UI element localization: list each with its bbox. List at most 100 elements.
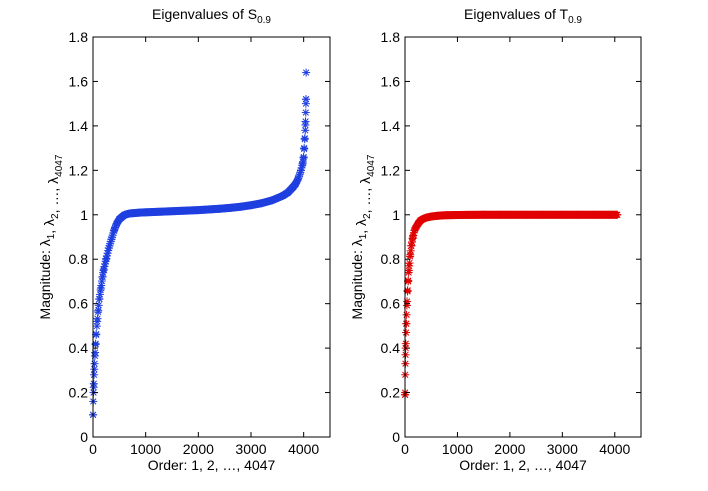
y-tick-label: 0.4 xyxy=(381,340,401,356)
y-tick-label: 0.2 xyxy=(69,385,89,401)
data-point xyxy=(404,268,413,277)
data-point xyxy=(301,126,310,135)
y-tick-label: 0.8 xyxy=(69,251,89,267)
data-point xyxy=(401,339,410,348)
data-point xyxy=(93,317,102,326)
data-point xyxy=(299,153,308,161)
y-tick-label: 1 xyxy=(392,207,400,223)
y-tick-label: 1.4 xyxy=(69,118,89,134)
data-point xyxy=(247,201,255,210)
data-point xyxy=(297,166,306,175)
x-tick-label: 1000 xyxy=(442,441,473,457)
data-point xyxy=(302,68,311,77)
plot-eigenvalues-t: 0 1000 2000 3000 4000 0 0.2 0.4 0.6 0.8 1 1.2 1.4 1.6… xyxy=(349,6,642,473)
y-tick-label: 1.8 xyxy=(69,29,89,45)
data-point xyxy=(225,203,234,212)
y-tick-label: 1.6 xyxy=(381,73,401,89)
data-point xyxy=(463,210,472,219)
y-tick-label: 1 xyxy=(80,207,88,223)
data-point xyxy=(301,108,310,117)
data-point xyxy=(495,210,504,219)
data-point xyxy=(183,206,192,215)
data-point xyxy=(613,210,622,219)
data-point xyxy=(204,205,213,214)
data-point xyxy=(405,261,414,270)
data-point xyxy=(152,207,161,216)
data-point xyxy=(236,202,245,211)
data-point xyxy=(89,379,98,388)
x-tick-label: 3000 xyxy=(547,441,578,457)
data-point xyxy=(302,95,311,104)
data-point xyxy=(589,210,598,219)
y-tick-label: 0.6 xyxy=(381,296,401,312)
y-tick-label: 0.2 xyxy=(381,385,401,401)
data-point xyxy=(401,350,410,359)
x-tick-label: 0 xyxy=(401,441,409,457)
data-point xyxy=(104,244,113,253)
data-point xyxy=(558,210,567,219)
y-axis-label: Magnitude: λ1, λ2, …, λ4047 xyxy=(349,154,377,319)
x-tick-label: 4000 xyxy=(288,441,319,457)
data-point xyxy=(173,207,182,215)
x-tick-label: 2000 xyxy=(183,441,214,457)
data-point xyxy=(411,224,420,233)
data-point xyxy=(574,210,583,219)
axes-frame xyxy=(404,36,642,438)
data-point xyxy=(402,310,411,319)
data-point xyxy=(91,348,100,357)
x-tick-label: 4000 xyxy=(599,441,630,457)
data-point xyxy=(427,212,436,221)
data-point xyxy=(453,211,462,219)
data-point xyxy=(112,219,121,228)
data-point xyxy=(215,204,224,213)
y-tick-label: 0.8 xyxy=(381,251,401,267)
y-tick-label: 0.6 xyxy=(69,296,89,312)
x-tick-label: 1000 xyxy=(130,441,161,457)
data-point xyxy=(141,208,150,217)
data-point xyxy=(407,241,416,250)
data-point xyxy=(98,273,107,281)
data-point xyxy=(437,211,446,220)
axes-frame xyxy=(92,36,331,438)
plot-eigenvalues-s: 0 1000 2000 3000 4000 0 0.2 0.4 0.6 0.8 1 1.2 1.4 1.6… xyxy=(37,6,331,473)
data-point xyxy=(421,213,430,222)
y-tick-label: 1.2 xyxy=(381,162,401,178)
data-point xyxy=(283,188,292,197)
y-tick-label: 0.4 xyxy=(69,340,89,356)
data-point xyxy=(479,210,488,219)
data-point xyxy=(521,210,530,219)
data-point xyxy=(294,174,303,183)
data-point xyxy=(96,284,105,293)
y-tick-label: 0 xyxy=(392,429,400,445)
x-tick-label: 2000 xyxy=(494,441,525,457)
data-point xyxy=(95,295,104,304)
data-point xyxy=(414,219,423,228)
data-point xyxy=(406,250,415,259)
data-point xyxy=(110,226,119,235)
x-tick-label: 3000 xyxy=(235,441,266,457)
data-point xyxy=(90,359,99,368)
data-point xyxy=(94,306,103,315)
data-point xyxy=(278,191,287,200)
data-point xyxy=(162,207,171,216)
y-tick-label: 1.2 xyxy=(69,162,89,178)
x-axis-label: Order: 1, 2, …, 4047 xyxy=(459,457,587,473)
data-point xyxy=(107,235,116,244)
data-point xyxy=(403,297,412,306)
data-point xyxy=(300,135,309,144)
y-tick-label: 1.4 xyxy=(381,118,401,134)
data-point xyxy=(257,199,266,208)
data-point xyxy=(90,370,99,379)
data-point xyxy=(505,210,514,219)
data-point xyxy=(268,196,277,205)
data-point xyxy=(301,117,310,126)
y-tick-label: 0 xyxy=(80,429,88,445)
chart-title: Eigenvalues of T0.9 xyxy=(464,6,582,26)
data-point xyxy=(408,233,417,241)
data-point xyxy=(194,206,203,215)
data-point xyxy=(402,328,411,337)
data-point xyxy=(402,319,411,328)
y-tick-label: 1.8 xyxy=(381,29,401,45)
data-point xyxy=(99,266,108,275)
